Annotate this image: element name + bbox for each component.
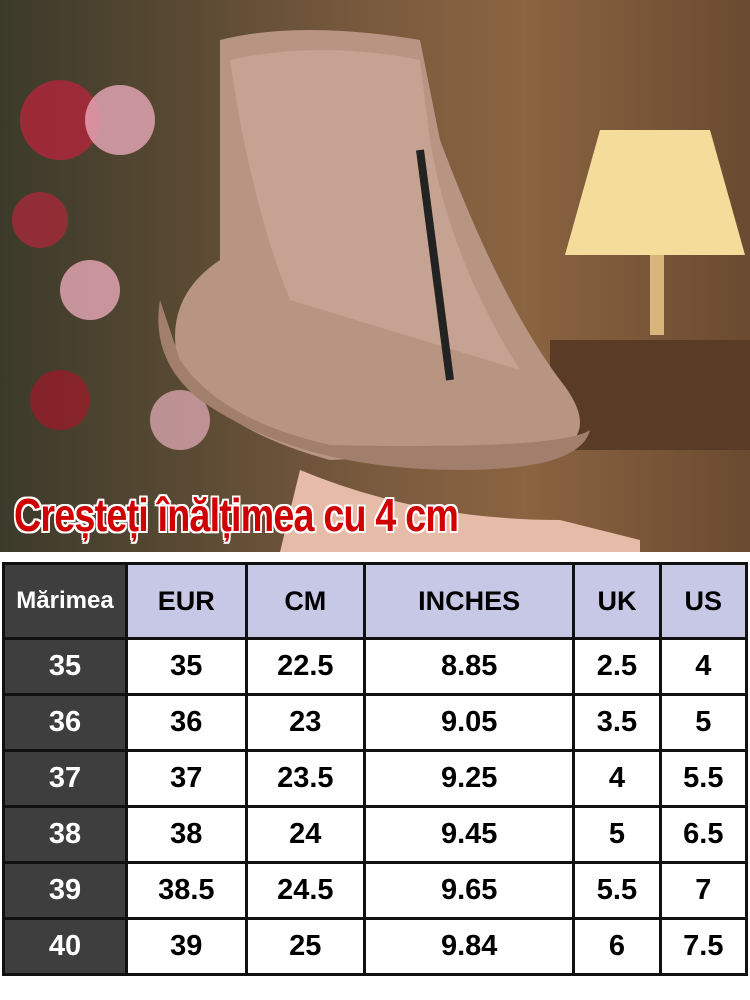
size-value-cell: 5 bbox=[658, 693, 749, 752]
size-label-cell: 36 bbox=[2, 693, 128, 752]
headline-banner: Creșteți înălțimea cu 4 cm bbox=[14, 489, 459, 541]
size-value-cell: 24 bbox=[244, 805, 367, 864]
size-label-cell: 38 bbox=[2, 805, 128, 864]
table-row: 36 36 23 9.05 3.5 5 bbox=[2, 693, 749, 752]
size-value-cell: 8.85 bbox=[363, 637, 576, 696]
size-chart-table: Mărimea EUR CM INCHES UK US 35 35 22.5 8.85 2.5 4 3… bbox=[2, 562, 749, 976]
size-value-cell: 25 bbox=[244, 917, 367, 976]
size-value-cell: 9.45 bbox=[363, 805, 576, 864]
size-value-cell: 39 bbox=[125, 917, 248, 976]
boot-illustration bbox=[12, 30, 750, 552]
column-header-cm: CM bbox=[244, 562, 367, 640]
column-header-uk: UK bbox=[572, 562, 662, 640]
size-value-cell: 4 bbox=[572, 749, 662, 808]
size-value-cell: 9.25 bbox=[363, 749, 576, 808]
column-header-inches: INCHES bbox=[363, 562, 576, 640]
table-row: 40 39 25 9.84 6 7.5 bbox=[2, 917, 749, 976]
size-value-cell: 9.84 bbox=[363, 917, 576, 976]
size-label-cell: 37 bbox=[2, 749, 128, 808]
size-value-cell: 37 bbox=[125, 749, 248, 808]
product-photo: Creșteți înălțimea cu 4 cm bbox=[0, 0, 750, 552]
size-value-cell: 9.65 bbox=[363, 861, 576, 920]
table-row: 38 38 24 9.45 5 6.5 bbox=[2, 805, 749, 864]
table-header-row: Mărimea EUR CM INCHES UK US bbox=[2, 562, 749, 640]
size-value-cell: 38 bbox=[125, 805, 248, 864]
size-label-cell: 35 bbox=[2, 637, 128, 696]
size-value-cell: 7.5 bbox=[658, 917, 749, 976]
size-value-cell: 6 bbox=[572, 917, 662, 976]
size-value-cell: 35 bbox=[125, 637, 248, 696]
size-label-cell: 40 bbox=[2, 917, 128, 976]
table-row: 39 38.5 24.5 9.65 5.5 7 bbox=[2, 861, 749, 920]
table-row: 37 37 23.5 9.25 4 5.5 bbox=[2, 749, 749, 808]
size-value-cell: 2.5 bbox=[572, 637, 662, 696]
size-value-cell: 38.5 bbox=[125, 861, 248, 920]
table-row: 35 35 22.5 8.85 2.5 4 bbox=[2, 637, 749, 696]
size-value-cell: 5.5 bbox=[572, 861, 662, 920]
size-value-cell: 5.5 bbox=[658, 749, 749, 808]
size-value-cell: 9.05 bbox=[363, 693, 576, 752]
column-header-mărimea: Mărimea bbox=[2, 562, 128, 640]
size-value-cell: 24.5 bbox=[244, 861, 367, 920]
size-value-cell: 23.5 bbox=[244, 749, 367, 808]
size-value-cell: 36 bbox=[125, 693, 248, 752]
column-header-eur: EUR bbox=[125, 562, 248, 640]
size-label-cell: 39 bbox=[2, 861, 128, 920]
size-value-cell: 3.5 bbox=[572, 693, 662, 752]
size-value-cell: 5 bbox=[572, 805, 662, 864]
size-value-cell: 22.5 bbox=[244, 637, 367, 696]
size-value-cell: 6.5 bbox=[658, 805, 749, 864]
size-value-cell: 23 bbox=[244, 693, 367, 752]
size-value-cell: 7 bbox=[658, 861, 749, 920]
size-value-cell: 4 bbox=[658, 637, 749, 696]
column-header-us: US bbox=[658, 562, 749, 640]
